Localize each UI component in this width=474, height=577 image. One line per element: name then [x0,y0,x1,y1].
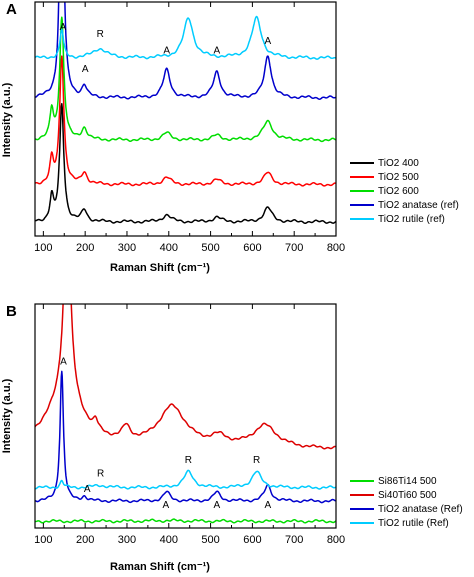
x-tick-label: 200 [76,534,94,546]
x-tick-label: 100 [34,242,52,254]
legend-entry: TiO2 rutile (Ref) [378,518,449,529]
legend-entry: TiO2 anatase (Ref) [378,504,463,515]
panel-letter: A [6,1,17,18]
legend-entry: TiO2 500 [378,172,419,183]
peak-annotation: A [163,500,170,511]
peak-annotation: R [97,468,104,479]
series-line-tio2-anatase-ref- [35,370,336,504]
peak-annotation: A [214,500,221,511]
x-tick-label: 700 [285,534,303,546]
y-axis-label: Intensity (a.u.) [1,82,13,157]
peak-annotation: A [60,22,67,33]
x-tick-label: 500 [201,242,219,254]
x-tick-label: 800 [327,534,345,546]
series-line-tio2-rutile-ref- [35,15,336,60]
x-axis-label: Raman Shift (cm⁻¹) [110,262,210,274]
series-line-tio2-500 [35,55,336,187]
plot-frame [34,1,337,237]
plot-frame [34,303,337,529]
peak-annotation: A [214,45,221,56]
x-tick-label: 700 [285,242,303,254]
x-tick-label: 800 [327,242,345,254]
peak-annotation: R [97,29,104,40]
y-axis-label: Intensity (a.u.) [1,378,13,453]
peak-annotation: A [163,45,170,56]
x-tick-label: 300 [118,242,136,254]
x-tick-label: 100 [34,534,52,546]
legend-entry: TiO2 anatase (ref) [378,200,459,211]
x-axis-label: Raman Shift (cm⁻¹) [110,561,210,573]
series-line-si86ti14-500 [35,518,336,524]
legend-entry: TiO2 rutile (ref) [378,214,445,225]
x-tick-label: 300 [118,534,136,546]
series-line-tio2-rutile-ref- [35,469,336,490]
legend-entry: Si86Ti14 500 [378,476,437,487]
peak-annotation: A [84,484,91,495]
x-tick-label: 500 [201,534,219,546]
peak-annotation: R [253,455,260,466]
panel-letter: B [6,303,17,320]
series-line-tio2-600 [35,16,336,143]
x-tick-label: 200 [76,242,94,254]
x-tick-label: 600 [243,534,261,546]
x-tick-label: 400 [160,242,178,254]
peak-annotation: R [185,455,192,466]
peak-annotation: A [60,356,67,367]
series-line-si40ti60-500 [35,304,336,450]
x-tick-label: 400 [160,534,178,546]
peak-annotation: A [82,64,89,75]
x-tick-label: 600 [243,242,261,254]
peak-annotation: A [265,36,272,47]
series-line-tio2-anatase-ref- [35,2,336,100]
legend-entry: TiO2 400 [378,158,419,169]
legend-entry: Si40Ti60 500 [378,490,437,501]
legend-entry: TiO2 600 [378,186,419,197]
series-line-tio2-400 [35,102,336,225]
peak-annotation: A [265,500,272,511]
